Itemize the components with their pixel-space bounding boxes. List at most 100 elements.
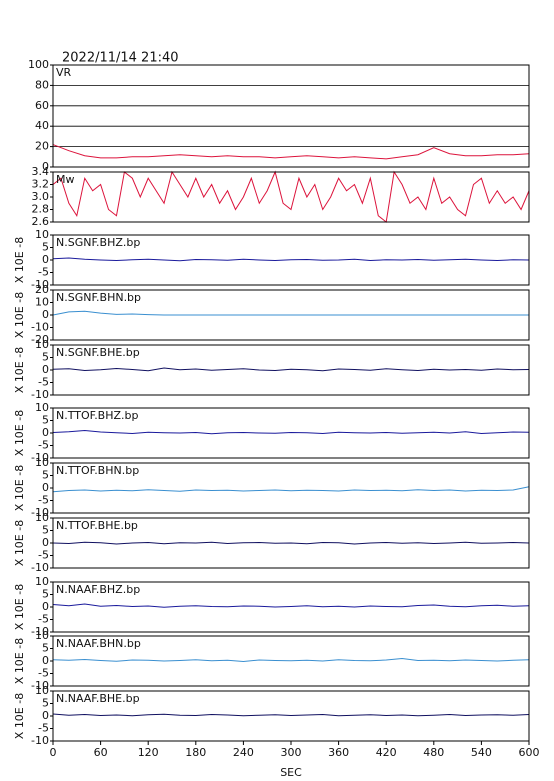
panel-label: N.NAAF.BHN.bp xyxy=(56,637,141,650)
y-tick-label: 2.6 xyxy=(32,215,50,228)
y-tick-label: 5 xyxy=(42,351,49,364)
x-tick-label: 360 xyxy=(328,746,349,759)
y-tick-label: 10 xyxy=(35,401,49,414)
y-tick-label: 0 xyxy=(42,308,49,321)
x-tick-label: 120 xyxy=(138,746,159,759)
y-tick-label: 0 xyxy=(42,600,49,613)
data-line xyxy=(52,170,530,223)
y-tick-label: 5 xyxy=(42,642,49,655)
data-line xyxy=(52,486,530,493)
x-tick-label: 180 xyxy=(185,746,206,759)
y-axis-label: X 10E -8 xyxy=(13,520,26,566)
y-tick-label: -5 xyxy=(38,722,49,735)
panel-frame xyxy=(52,171,530,223)
data-line xyxy=(52,310,529,316)
y-tick-label: -20 xyxy=(31,333,49,346)
y-tick-label: -5 xyxy=(38,494,49,507)
y-axis-label: X 10E -8 xyxy=(13,693,26,739)
y-axis-label: X 10E -8 xyxy=(13,292,26,338)
y-tick-label: 80 xyxy=(35,78,49,91)
y-tick-label: 10 xyxy=(35,228,49,241)
x-axis-label: SEC xyxy=(280,766,302,779)
data-line xyxy=(52,257,530,262)
y-tick-label: -10 xyxy=(31,278,49,291)
y-tick-label: 0 xyxy=(42,654,49,667)
panel-frame xyxy=(52,344,530,396)
panel-frame xyxy=(52,289,530,341)
y-tick-label: -5 xyxy=(38,439,49,452)
panel-frame xyxy=(52,64,530,168)
y-tick-label: -10 xyxy=(31,451,49,464)
y-tick-label: -10 xyxy=(31,321,49,334)
y-tick-label: 5 xyxy=(42,524,49,537)
y-tick-label: -5 xyxy=(38,376,49,389)
x-tick-label: 0 xyxy=(50,746,57,759)
y-tick-label: 0 xyxy=(42,536,49,549)
data-line xyxy=(52,541,530,545)
y-tick-label: 10 xyxy=(35,296,49,309)
y-tick-label: -10 xyxy=(31,625,49,638)
y-tick-label: 10 xyxy=(35,575,49,588)
y-tick-label: 0 xyxy=(42,481,49,494)
x-tick-label: 300 xyxy=(281,746,302,759)
y-axis-label: X 10E -8 xyxy=(13,237,26,283)
x-tick-label: 60 xyxy=(94,746,108,759)
y-tick-label: 5 xyxy=(42,469,49,482)
data-line xyxy=(52,367,530,372)
data-line xyxy=(52,144,530,160)
panel-label: N.SGNF.BHZ.bp xyxy=(56,236,140,249)
y-tick-label: -5 xyxy=(38,667,49,680)
data-line xyxy=(52,603,530,608)
panel-frame xyxy=(52,635,530,687)
panel-label: Mw xyxy=(56,173,75,186)
y-tick-label: 2.8 xyxy=(32,203,50,216)
y-tick-label: 20 xyxy=(35,140,49,153)
panel-frame xyxy=(52,517,530,569)
y-axis-label: X 10E -8 xyxy=(13,410,26,456)
y-axis-label: X 10E -8 xyxy=(13,638,26,684)
y-tick-label: 10 xyxy=(35,684,49,697)
panel-label: N.SGNF.BHE.bp xyxy=(56,346,140,359)
y-tick-label: -10 xyxy=(31,734,49,747)
panel-frame xyxy=(52,581,530,633)
y-tick-label: -10 xyxy=(31,679,49,692)
panel-label: VR xyxy=(56,66,72,79)
y-tick-label: 3.2 xyxy=(32,178,50,191)
x-tick-label: 420 xyxy=(376,746,397,759)
y-tick-label: 20 xyxy=(35,283,49,296)
y-tick-label: -10 xyxy=(31,388,49,401)
y-tick-label: 5 xyxy=(42,697,49,710)
panel-label: N.NAAF.BHZ.bp xyxy=(56,583,140,596)
y-tick-label: 5 xyxy=(42,414,49,427)
panel-frame xyxy=(52,462,530,514)
y-tick-label: 0 xyxy=(42,709,49,722)
y-tick-label: 10 xyxy=(35,629,49,642)
panel-frame xyxy=(52,234,530,286)
y-tick-label: 10 xyxy=(35,511,49,524)
y-tick-label: 0 xyxy=(42,160,49,173)
y-tick-label: 40 xyxy=(35,119,49,132)
y-tick-label: 0 xyxy=(42,426,49,439)
y-tick-label: -5 xyxy=(38,266,49,279)
y-tick-label: 10 xyxy=(35,456,49,469)
panel-frame xyxy=(52,407,530,459)
y-tick-label: -10 xyxy=(31,506,49,519)
y-tick-label: -10 xyxy=(31,561,49,574)
panel-label: N.NAAF.BHE.bp xyxy=(56,692,140,705)
y-tick-label: 5 xyxy=(42,588,49,601)
panel-label: N.TTOF.BHE.bp xyxy=(56,519,138,532)
y-axis-label: X 10E -8 xyxy=(13,465,26,511)
x-tick-label: 480 xyxy=(423,746,444,759)
y-tick-label: -5 xyxy=(38,549,49,562)
x-tick-label: 600 xyxy=(519,746,540,759)
data-line xyxy=(52,713,530,717)
y-tick-label: 0 xyxy=(42,363,49,376)
panel-label: N.TTOF.BHN.bp xyxy=(56,464,139,477)
panel-label: N.TTOF.BHZ.bp xyxy=(56,409,139,422)
y-tick-label: 10 xyxy=(35,338,49,351)
y-tick-label: 3.0 xyxy=(32,190,50,203)
panel-label: N.SGNF.BHN.bp xyxy=(56,291,141,304)
x-tick-label: 540 xyxy=(471,746,492,759)
